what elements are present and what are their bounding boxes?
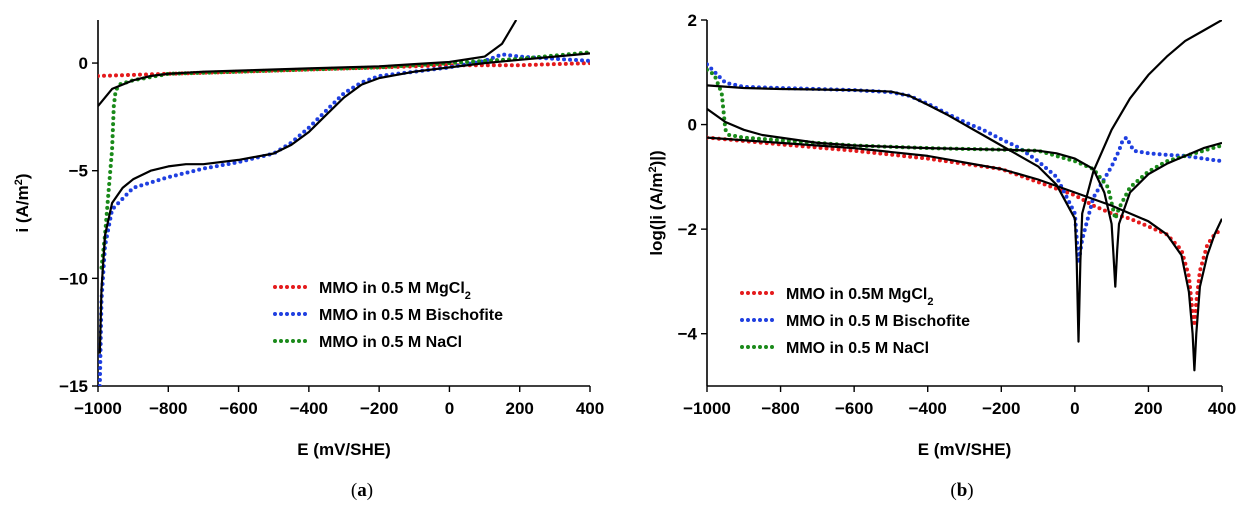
series-line-measured	[99, 50, 590, 270]
x-tick-label: −800	[761, 399, 799, 418]
x-tick-label: 0	[1070, 399, 1079, 418]
y-tick-label: 0	[688, 116, 697, 135]
x-tick-label: 400	[1208, 399, 1236, 418]
legend-label: MMO in 0.5 M Bischofite	[786, 313, 970, 330]
legend: MMO in 0.5M MgCl2 MMO in 0.5 M Bischofite…	[740, 286, 970, 357]
y-tick-label: 0	[79, 54, 88, 73]
y-tick-label: −5	[69, 162, 88, 181]
y-tick-label: −4	[678, 325, 698, 344]
legend-label: MMO in 0.5 M NaCl	[786, 340, 929, 357]
series-line-fit	[707, 20, 1222, 343]
x-tick-label: −200	[360, 399, 398, 418]
legend: MMO in 0.5 M MgCl2 MMO in 0.5 M Bischofit…	[273, 280, 503, 351]
panel-caption: (b)	[950, 480, 973, 501]
series-line-measured	[707, 135, 1222, 328]
plot-area	[98, 20, 590, 386]
x-tick-label: −600	[835, 399, 873, 418]
x-axis-label: E (mV/SHE)	[918, 440, 1012, 459]
chart-panel-b: −1000 −800 −600 −400 −200 0 200 400 −4 −2 0 2 E (mV/…	[647, 11, 1236, 501]
axes: −1000 −800 −600 −400 −200 0 200 400 −4 −2 0 2	[678, 11, 1237, 418]
x-tick-label: 400	[576, 399, 604, 418]
legend-label: MMO in 0.5 M MgCl2	[319, 280, 471, 302]
y-axis-label: i (A/m2)	[13, 173, 32, 232]
x-tick-label: −200	[982, 399, 1020, 418]
x-tick-label: 200	[1134, 399, 1162, 418]
axes: −1000 −800 −600 −400 −200 0 200 400 −15 −10 −5 0	[59, 20, 604, 418]
legend-label: MMO in 0.5 M NaCl	[319, 334, 462, 351]
y-tick-label: −15	[59, 377, 88, 396]
legend-label: MMO in 0.5 M Bischofite	[319, 307, 503, 324]
panel-caption: (a)	[351, 480, 373, 501]
series-line-fit	[98, 20, 518, 107]
x-tick-label: −400	[290, 399, 328, 418]
x-tick-label: 200	[506, 399, 534, 418]
plot-area	[707, 20, 1222, 372]
y-tick-label: −10	[59, 269, 88, 288]
x-axis-label: E (mV/SHE)	[297, 440, 391, 459]
x-tick-label: −600	[219, 399, 257, 418]
series-line-fit	[98, 52, 590, 354]
series-line-measured	[707, 67, 1222, 221]
chart-panel-a: −1000 −800 −600 −400 −200 0 200 400 −15 −10 −5 0 E (…	[13, 20, 604, 501]
x-tick-label: −1000	[74, 399, 122, 418]
x-tick-label: −400	[909, 399, 947, 418]
y-tick-label: −2	[678, 220, 697, 239]
x-tick-label: −800	[149, 399, 187, 418]
y-tick-label: 2	[688, 11, 697, 30]
x-tick-label: 0	[445, 399, 454, 418]
x-tick-label: −1000	[683, 399, 731, 418]
series-line-measured	[98, 52, 590, 386]
series-line-fit	[707, 108, 1222, 288]
y-axis-label: log(|i (A/m2)|)	[647, 150, 666, 255]
legend-label: MMO in 0.5M MgCl2	[786, 286, 933, 308]
series-line-fit	[707, 136, 1222, 372]
